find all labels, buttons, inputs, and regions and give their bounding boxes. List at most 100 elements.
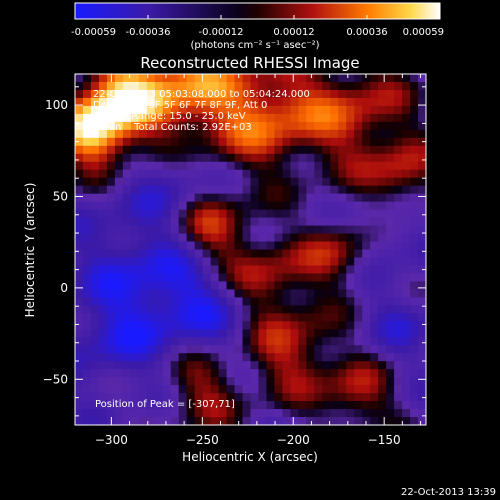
heatmap-cell: [346, 257, 355, 267]
heatmap-cell: [226, 385, 236, 394]
heatmap-cell: [82, 313, 92, 322]
heatmap-cell: [274, 273, 284, 283]
heatmap-cell: [402, 137, 411, 147]
heatmap-cell: [386, 209, 395, 219]
heatmap-cell: [394, 401, 403, 410]
heatmap-cell: [218, 353, 228, 362]
heatmap-cell: [330, 113, 339, 123]
heatmap-cell: [234, 89, 244, 99]
heatmap-cell: [90, 185, 100, 195]
heatmap-cell: [274, 225, 284, 235]
heatmap-cell: [122, 249, 132, 259]
heatmap-cell: [386, 273, 395, 283]
heatmap-cell: [402, 393, 411, 402]
heatmap-cell: [386, 74, 395, 83]
heatmap-cell: [98, 161, 108, 171]
heatmap-cell: [130, 297, 140, 306]
heatmap-cell: [298, 321, 307, 330]
heatmap-cell: [322, 225, 331, 235]
heatmap-cell: [322, 385, 331, 394]
heatmap-cell: [306, 89, 315, 99]
heatmap-cell: [250, 225, 260, 235]
heatmap-cell: [226, 97, 236, 107]
heatmap-cell: [178, 377, 188, 386]
heatmap-cell: [114, 89, 124, 99]
heatmap-cell: [226, 177, 236, 187]
heatmap-cell: [234, 209, 244, 219]
heatmap-cell: [314, 121, 323, 131]
colorbar-unit-label: (photons cm⁻² s⁻¹ asec⁻²): [190, 40, 319, 51]
heatmap-cell: [114, 137, 124, 147]
heatmap-cell: [330, 225, 339, 235]
heatmap-cell: [378, 257, 387, 267]
heatmap-cell: [362, 225, 371, 235]
heatmap-cell: [234, 345, 244, 354]
heatmap-cell: [98, 393, 108, 402]
heatmap-cell: [354, 265, 363, 275]
heatmap-cell: [146, 337, 156, 346]
heatmap-cell: [194, 385, 204, 394]
heatmap-cell: [266, 273, 276, 283]
heatmap-cell: [378, 145, 387, 155]
heatmap-cell: [122, 193, 132, 203]
heatmap-cell: [322, 185, 331, 195]
heatmap-cell: [242, 201, 252, 211]
heatmap-cell: [290, 97, 299, 107]
heatmap-cell: [146, 249, 156, 259]
heatmap-cell: [210, 297, 220, 306]
heatmap-cell: [330, 129, 339, 139]
heatmap-cell: [394, 89, 403, 99]
heatmap-cell: [338, 201, 347, 211]
heatmap-cell: [258, 409, 268, 418]
heatmap-cell: [194, 321, 204, 330]
heatmap-cell: [146, 345, 156, 354]
heatmap-cell: [122, 345, 132, 354]
heatmap-cell: [290, 145, 299, 155]
heatmap-cell: [266, 74, 276, 83]
heatmap-cell: [170, 297, 180, 306]
heatmap-cell: [130, 241, 140, 251]
heatmap-cell: [194, 217, 204, 227]
heatmap-cell: [354, 113, 363, 123]
heatmap-cell: [242, 353, 252, 362]
heatmap-cell: [170, 153, 180, 163]
heatmap-cell: [386, 289, 395, 298]
heatmap-cell: [386, 217, 395, 227]
heatmap-cell: [330, 74, 339, 83]
heatmap-cell: [410, 273, 419, 283]
heatmap-cell: [394, 177, 403, 187]
heatmap-cell: [210, 313, 220, 322]
heatmap-cell: [418, 113, 426, 123]
heatmap-cell: [298, 409, 307, 418]
heatmap-cell: [114, 153, 124, 163]
heatmap-cell: [354, 161, 363, 171]
heatmap-cell: [75, 161, 84, 171]
heatmap-cell: [170, 385, 180, 394]
heatmap-cell: [82, 329, 92, 338]
heatmap-cell: [282, 321, 291, 330]
heatmap-cell: [418, 377, 426, 386]
heatmap-cell: [234, 313, 244, 322]
heatmap-cell: [266, 409, 276, 418]
heatmap-cell: [170, 113, 180, 123]
heatmap-cell: [394, 161, 403, 171]
heatmap-cell: [130, 105, 140, 115]
heatmap-cell: [218, 401, 228, 410]
heatmap-cell: [90, 393, 100, 402]
heatmap-cell: [386, 417, 395, 425]
heatmap-cell: [370, 97, 379, 107]
heatmap-cell: [330, 257, 339, 267]
heatmap-cell: [418, 249, 426, 259]
heatmap-cell: [274, 361, 284, 370]
heatmap-cell: [226, 105, 236, 115]
heatmap-cell: [75, 289, 84, 298]
heatmap-cell: [106, 281, 116, 290]
heatmap-cell: [242, 329, 252, 338]
heatmap-cell: [386, 113, 395, 123]
heatmap-cell: [378, 81, 387, 91]
heatmap-cell: [410, 337, 419, 346]
heatmap-cell: [386, 265, 395, 275]
heatmap-cell: [98, 241, 108, 251]
y-tick-label: 0: [60, 281, 68, 295]
heatmap-cell: [186, 417, 196, 425]
